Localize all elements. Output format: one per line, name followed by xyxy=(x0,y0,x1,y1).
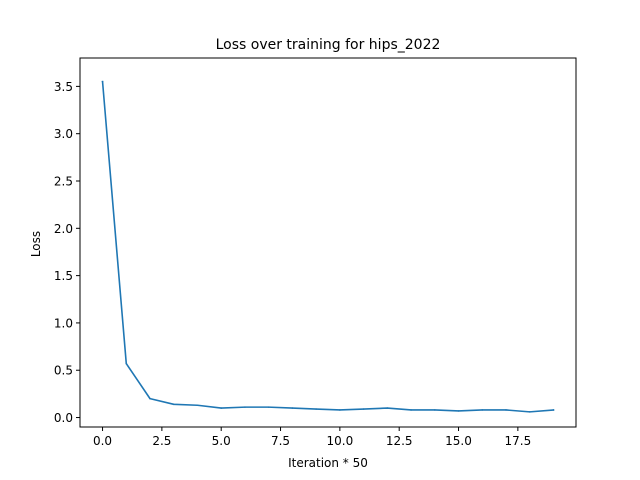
loss-data-point xyxy=(505,409,507,411)
loss-data-point xyxy=(149,397,151,400)
loss-series-line xyxy=(101,80,555,413)
loss-data-point xyxy=(481,409,484,411)
x-tick-label: 15.0 xyxy=(445,434,472,448)
loss-data-point xyxy=(220,407,223,409)
y-tick-label: 1.5 xyxy=(54,269,73,283)
y-tick-label: 0.5 xyxy=(54,364,73,378)
x-tick-label: 12.5 xyxy=(386,434,413,448)
x-tick-label: 0.0 xyxy=(93,434,112,448)
x-tick-label: 7.5 xyxy=(271,434,290,448)
loss-data-point xyxy=(386,407,389,409)
series-layer xyxy=(101,80,555,413)
loss-data-point xyxy=(291,407,294,409)
loss-data-point xyxy=(244,406,246,408)
plot-area-frame xyxy=(79,57,577,428)
loss-data-point xyxy=(528,411,531,413)
chart-title: Loss over training for hips_2022 xyxy=(216,37,441,53)
x-tick-label: 10.0 xyxy=(327,434,354,448)
y-tick-label: 0.0 xyxy=(54,411,73,425)
y-axis-label: Loss xyxy=(29,231,43,257)
axis-ticks: 0.0 2.5 5.0 7.5 10.0 12.5 15.0 17.5 0.0 0.5 1.0 1.5… xyxy=(54,80,531,448)
y-tick-label: 3.0 xyxy=(54,127,73,141)
loss-data-point xyxy=(410,409,412,411)
x-tick-label: 2.5 xyxy=(152,434,171,448)
loss-data-point xyxy=(125,362,128,365)
loss-data-point xyxy=(433,409,436,411)
x-tick-label: 5.0 xyxy=(212,434,231,448)
loss-data-point xyxy=(267,406,270,408)
loss-data-point xyxy=(196,404,199,407)
loss-data-point xyxy=(457,410,460,412)
loss-data-point xyxy=(552,409,555,411)
y-tick-label: 1.0 xyxy=(54,316,73,330)
x-axis-label: Iteration * 50 xyxy=(288,456,368,470)
loss-data-point xyxy=(315,408,317,410)
x-tick-label: 17.5 xyxy=(504,434,531,448)
loss-data-point xyxy=(172,403,175,406)
y-tick-label: 2.5 xyxy=(54,175,73,189)
y-tick-label: 2.0 xyxy=(54,222,73,236)
y-tick-label: 3.5 xyxy=(54,80,73,94)
loss-data-point xyxy=(362,408,365,410)
loss-data-point xyxy=(101,80,104,83)
loss-data-point xyxy=(339,409,341,411)
